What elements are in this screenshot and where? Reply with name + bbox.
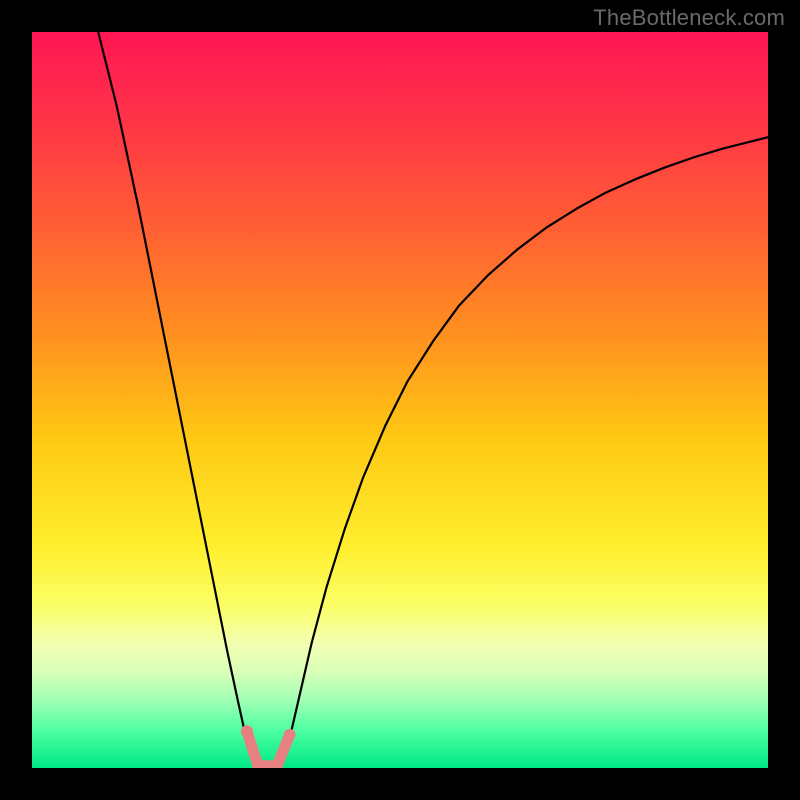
gradient-background — [32, 32, 768, 768]
chart-svg — [32, 32, 768, 768]
valley-marker-dot-0 — [241, 725, 253, 737]
watermark-text: TheBottleneck.com — [593, 5, 785, 31]
valley-marker-dot-3 — [284, 729, 296, 741]
plot-area — [32, 32, 768, 768]
